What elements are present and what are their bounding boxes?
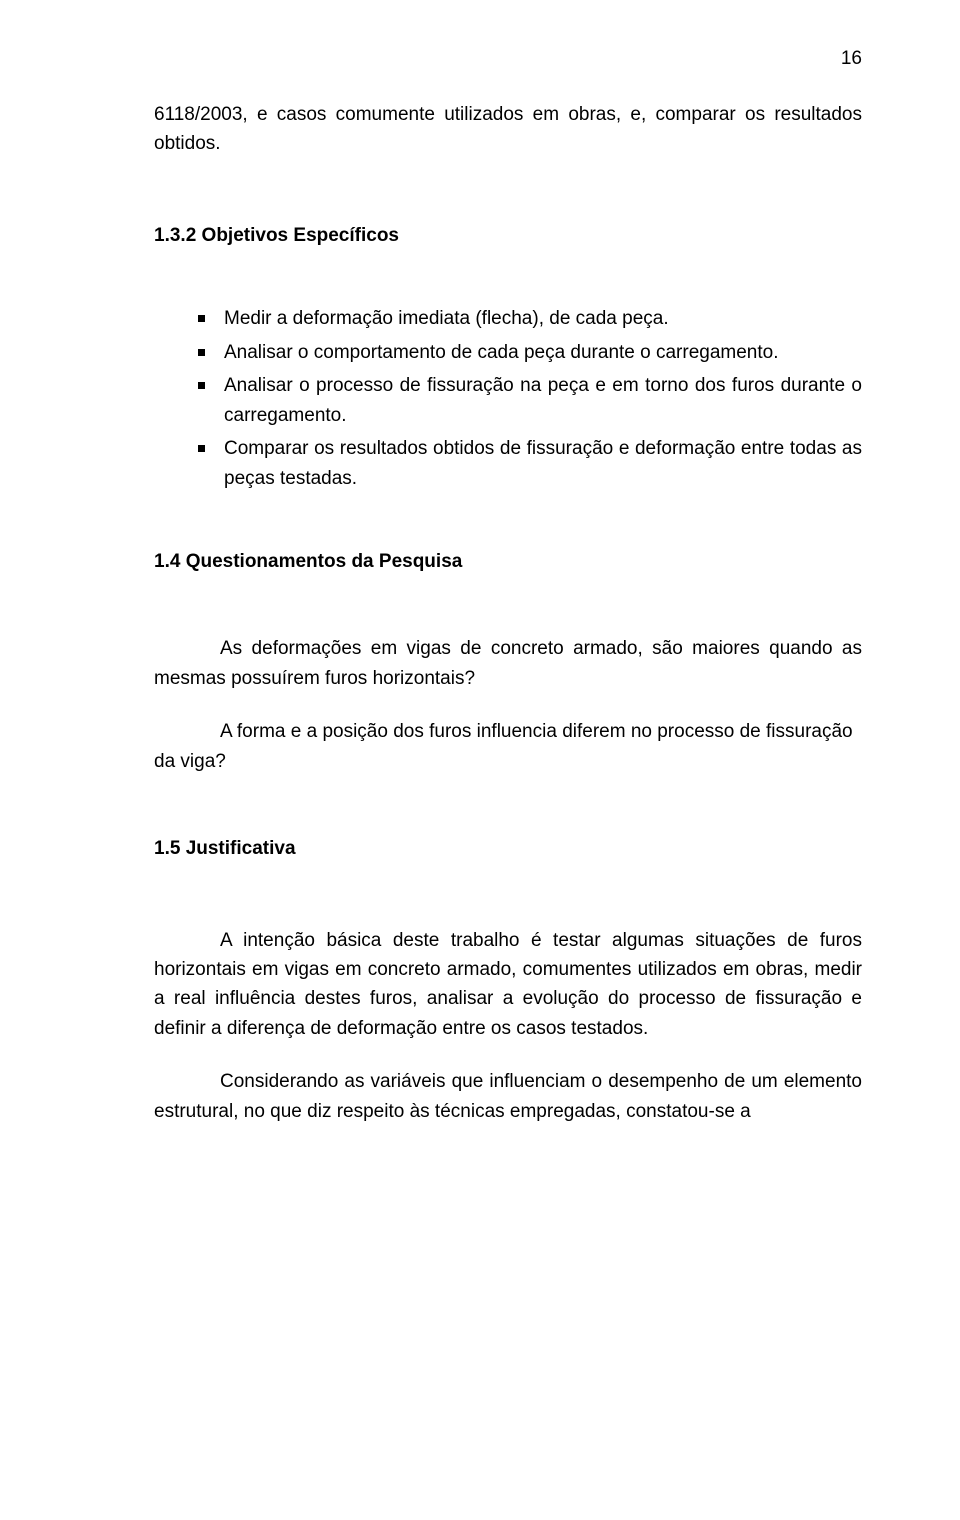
list-item: Comparar os resultados obtidos de fissur…: [198, 434, 862, 493]
questionamentos-para-1: As deformações em vigas de concreto arma…: [154, 634, 862, 693]
list-item: Medir a deformação imediata (flecha), de…: [198, 304, 862, 333]
bullet-list-objetivos: Medir a deformação imediata (flecha), de…: [198, 304, 862, 493]
list-item: Analisar o processo de fissuração na peç…: [198, 371, 862, 430]
questionamentos-para-2: A forma e a posição dos furos influencia…: [154, 717, 862, 776]
justificativa-para-2: Considerando as variáveis que influencia…: [154, 1067, 862, 1126]
heading-questionamentos: 1.4 Questionamentos da Pesquisa: [154, 547, 862, 576]
list-item: Analisar o comportamento de cada peça du…: [198, 338, 862, 367]
intro-paragraph: 6118/2003, e casos comumente utilizados …: [154, 100, 862, 159]
justificativa-para-1: A intenção básica deste trabalho é testa…: [154, 926, 862, 1044]
heading-justificativa: 1.5 Justificativa: [154, 834, 862, 863]
page-number: 16: [841, 44, 862, 73]
heading-objetivos-especificos: 1.3.2 Objetivos Específicos: [154, 221, 862, 250]
page-container: 16 6118/2003, e casos comumente utilizad…: [0, 0, 960, 1520]
